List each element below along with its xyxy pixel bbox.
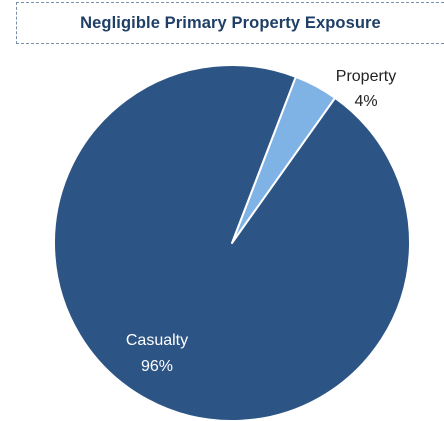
slice-value-property: 4% (354, 93, 377, 110)
chart-title: Negligible Primary Property Exposure (80, 13, 381, 32)
slice-value-casualty: 96% (141, 358, 173, 375)
title-box: Negligible Primary Property Exposure (16, 2, 444, 44)
pie-slice-casualty (53, 64, 411, 421)
slice-label-casualty: Casualty (126, 332, 188, 349)
slice-label-property: Property (336, 68, 396, 85)
